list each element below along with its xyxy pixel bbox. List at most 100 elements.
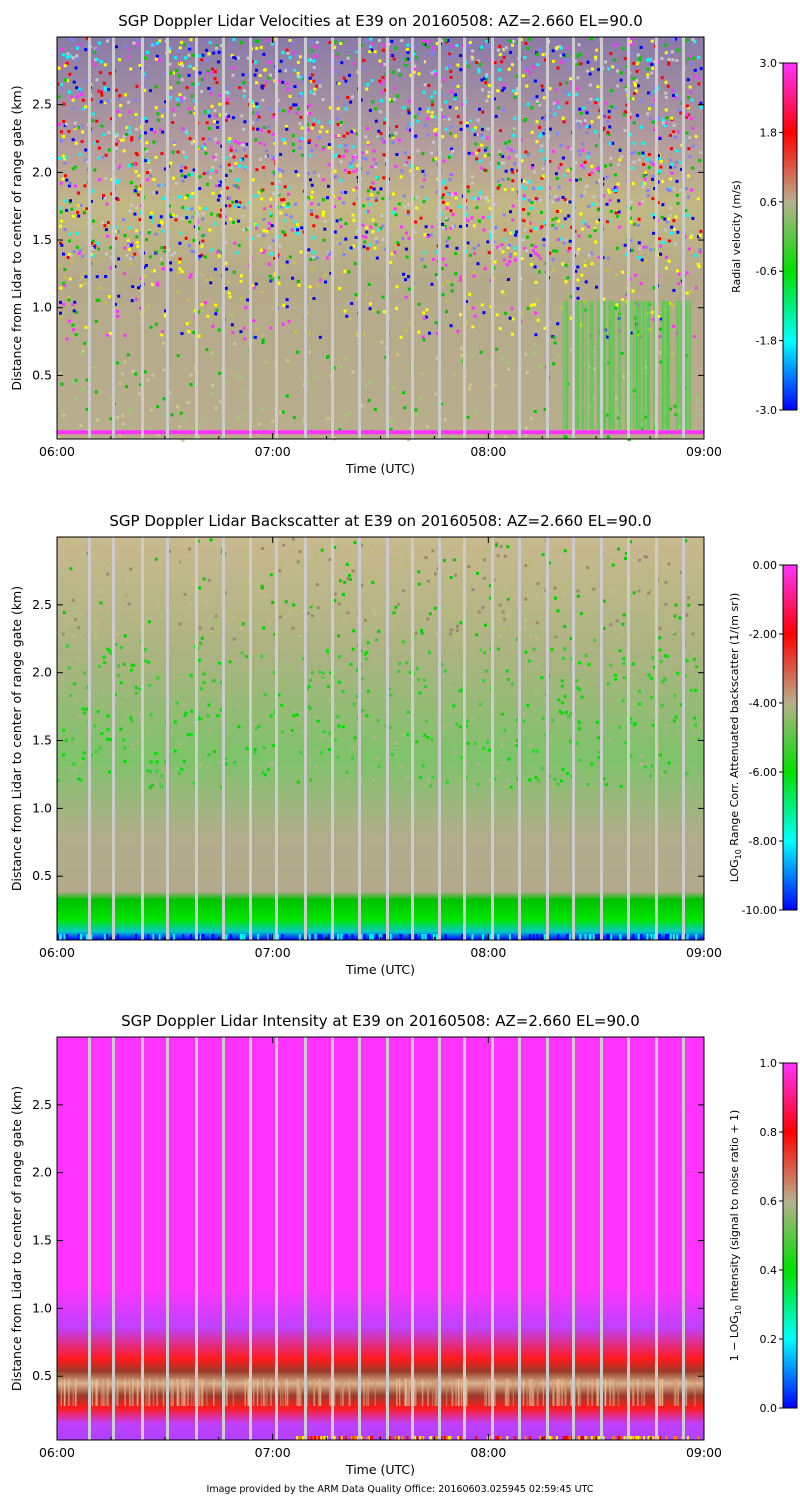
data-gap-stripe (141, 537, 144, 940)
heatmap-field (57, 1037, 704, 1440)
y-tick-label: 1.5 (32, 733, 52, 748)
colorbar (782, 1062, 798, 1409)
data-gap-stripe (141, 37, 144, 439)
colorbar-label: Radial velocity (m/s) (730, 180, 743, 293)
colorbar-label: LOG10 Range Corr. Attenuated backscatter… (728, 593, 743, 883)
data-gap-stripe (572, 1037, 575, 1440)
data-gap-stripe (304, 1037, 307, 1440)
data-gap-stripe (222, 37, 225, 439)
x-axis-label: Time (UTC) (345, 461, 415, 476)
colorbar-tick-label: -1.8 (756, 335, 777, 348)
y-tick-label: 2.0 (32, 665, 52, 680)
data-gap-stripe (411, 537, 414, 940)
colorbar-tick-label: 1.0 (760, 1057, 778, 1070)
data-gap-stripe (438, 537, 441, 940)
data-gap-stripe (600, 537, 603, 940)
chart-title: SGP Doppler Lidar Backscatter at E39 on … (109, 512, 651, 530)
colorbar-tick-label: 0.00 (753, 559, 778, 572)
data-gap-stripe (518, 1037, 521, 1440)
x-tick-label: 08:00 (470, 1445, 506, 1460)
colorbar-tick-label: -10.00 (742, 904, 777, 917)
colorbar-tick-label: 0.6 (760, 1195, 778, 1208)
colorbar-tick-label: -6.00 (749, 766, 777, 779)
y-tick-label: 1.5 (32, 1233, 52, 1248)
data-gap-stripe (166, 537, 169, 940)
colorbar-tick-label: 0.2 (760, 1333, 778, 1346)
y-axis-label: Distance from Lidar to center of range g… (9, 85, 24, 390)
x-axis-label: Time (UTC) (345, 1462, 415, 1477)
data-gap-stripe (438, 37, 441, 439)
data-gap-stripe (491, 1037, 494, 1440)
data-gap-stripe (304, 37, 307, 439)
data-gap-stripe (88, 37, 91, 439)
y-tick-label: 1.0 (32, 800, 52, 815)
y-tick-label: 2.5 (32, 97, 52, 112)
heatmap-field (57, 37, 704, 439)
data-gap-stripe (195, 537, 198, 940)
data-gap-stripe (275, 37, 278, 439)
data-gap-stripe (112, 37, 115, 439)
data-gap-stripe (195, 1037, 198, 1440)
data-gap-stripe (572, 537, 575, 940)
data-gap-stripe (249, 37, 252, 439)
x-tick-label: 07:00 (255, 444, 291, 459)
data-gap-stripe (331, 37, 334, 439)
data-gap-stripe (331, 537, 334, 940)
data-gap-stripe (682, 537, 685, 940)
data-gap-stripe (386, 37, 389, 439)
data-gap-stripe (386, 1037, 389, 1440)
x-tick-label: 06:00 (39, 444, 75, 459)
data-gap-stripe (358, 537, 361, 940)
data-gap-stripe (655, 1037, 658, 1440)
x-tick-label: 08:00 (470, 444, 506, 459)
x-tick-label: 09:00 (686, 945, 722, 960)
heatmap-field (57, 537, 704, 940)
y-tick-label: 2.0 (32, 164, 52, 179)
credit-text: Image provided by the ARM Data Quality O… (206, 1484, 594, 1495)
y-tick-label: 0.5 (32, 868, 52, 883)
data-gap-stripe (546, 537, 549, 940)
data-gap-stripe (546, 1037, 549, 1440)
data-gap-stripe (222, 1037, 225, 1440)
data-gap-stripe (304, 537, 307, 940)
data-gap-stripe (112, 1037, 115, 1440)
colorbar-tick-label: 1.8 (760, 126, 778, 139)
data-gap-stripe (275, 1037, 278, 1440)
data-gap-stripe (518, 537, 521, 940)
x-tick-label: 07:00 (255, 945, 291, 960)
data-gap-stripe (627, 37, 630, 439)
data-gap-stripe (249, 1037, 252, 1440)
data-gap-stripe (655, 537, 658, 940)
colorbar-label: 1 − LOG10 Intensity (signal to noise rat… (728, 1110, 743, 1362)
data-gap-stripe (88, 537, 91, 940)
data-gap-stripe (463, 37, 466, 439)
x-tick-label: 09:00 (686, 444, 722, 459)
x-tick-label: 09:00 (686, 1445, 722, 1460)
colorbar (782, 564, 798, 911)
data-gap-stripe (491, 537, 494, 940)
data-gap-stripe (627, 1037, 630, 1440)
colorbar-tick-label: -0.6 (756, 265, 777, 278)
x-tick-label: 08:00 (470, 945, 506, 960)
data-gap-stripe (141, 1037, 144, 1440)
data-gap-stripe (411, 37, 414, 439)
y-tick-label: 0.5 (32, 1368, 52, 1383)
data-gap-stripe (463, 537, 466, 940)
colorbar-tick-label: 0.6 (760, 196, 778, 209)
colorbar-tick-label: -8.00 (749, 835, 777, 848)
data-gap-stripe (275, 537, 278, 940)
colorbar-tick-label: 3.0 (760, 57, 778, 70)
panel-3: SGP Doppler Lidar Intensity at E39 on 20… (9, 1012, 798, 1477)
data-gap-stripe (600, 1037, 603, 1440)
y-tick-label: 2.5 (32, 597, 52, 612)
y-tick-label: 1.5 (32, 232, 52, 247)
data-gap-stripe (222, 537, 225, 940)
data-gap-stripe (682, 1037, 685, 1440)
colorbar-tick-label: -4.00 (749, 697, 777, 710)
data-gap-stripe (682, 37, 685, 439)
colorbar-tick-label: 0.0 (760, 1402, 778, 1415)
data-gap-stripe (195, 37, 198, 439)
colorbar-tick-label: 0.8 (760, 1126, 778, 1139)
data-gap-stripe (411, 1037, 414, 1440)
